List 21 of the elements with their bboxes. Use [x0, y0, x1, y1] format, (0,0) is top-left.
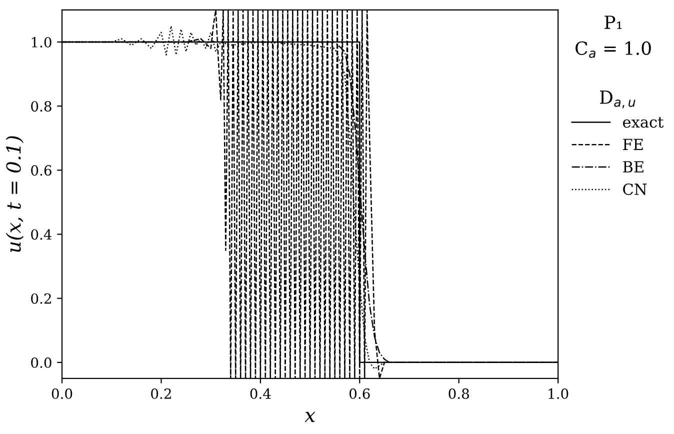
legend-title: D$_{a,u}$ — [600, 90, 636, 108]
y-tick-label: 0.0 — [31, 357, 52, 368]
y-axis-title: u(x, t = 0.1) — [6, 136, 24, 252]
x-tick-label: 0.4 — [250, 388, 271, 399]
text: P₁ — [604, 16, 622, 29]
legend-label: exact — [623, 117, 664, 128]
y-tick-label: 1.0 — [32, 36, 52, 48]
y-tick-label: 0.4 — [31, 229, 52, 240]
x-tick-label: 0.0 — [52, 388, 72, 399]
legend-label: CN — [623, 183, 647, 196]
legend-label: FE — [623, 138, 643, 150]
legend-label: BE — [623, 161, 644, 172]
y-tick-label: 0.2 — [31, 293, 51, 304]
x-axis-title: x — [304, 412, 316, 422]
x-tick-label: 0.8 — [448, 388, 469, 399]
x-tick-label: 1.0 — [548, 388, 568, 399]
x-tick-label: 0.6 — [350, 388, 370, 399]
x-tick-label: 0.2 — [151, 388, 171, 399]
y-tick-label: 0.6 — [31, 165, 52, 176]
text: C$_{a}$ = 1.0 — [576, 41, 651, 58]
y-tick-label: 0.8 — [31, 101, 52, 112]
